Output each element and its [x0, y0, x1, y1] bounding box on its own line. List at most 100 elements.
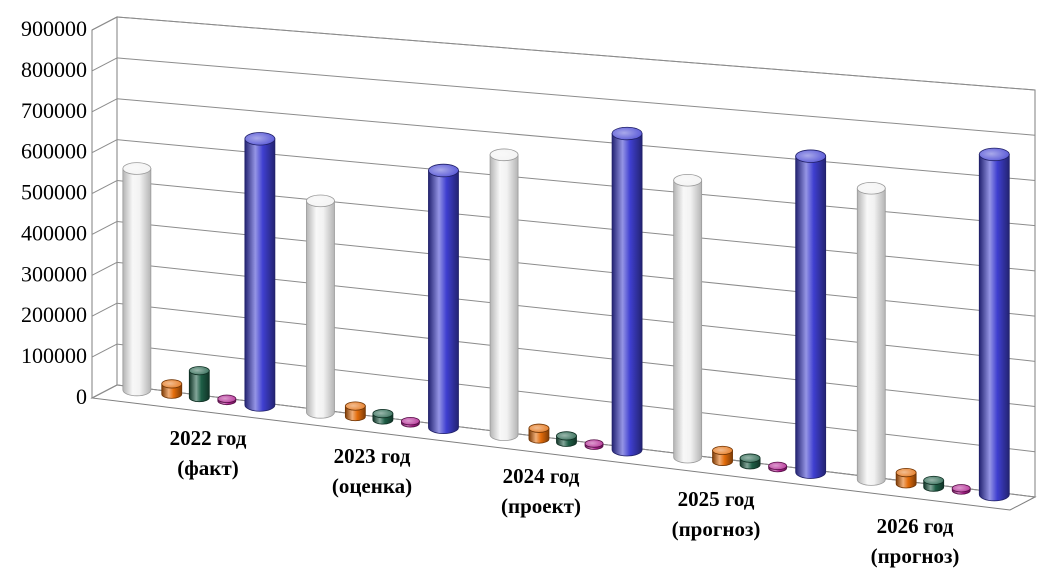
gridline: [116, 98, 1036, 181]
gridline-side: [91, 343, 118, 358]
y-tick-label: 700000: [21, 98, 87, 123]
y-tick-label: 200000: [21, 302, 87, 327]
bar: [584, 439, 604, 450]
bar-top: [489, 148, 519, 162]
x-axis-category-labels: 2022 год (факт) 2023 год (оценка) 2024 год (п…: [170, 426, 960, 568]
x-category-label: (оценка): [332, 474, 412, 498]
bar-top: [951, 484, 971, 493]
bar: [401, 416, 420, 428]
bar-body: [611, 133, 643, 457]
bar-top: [856, 181, 886, 195]
gridline-side: [91, 57, 118, 72]
bar-top: [584, 439, 604, 448]
bar: [739, 453, 761, 470]
bar-top: [428, 163, 459, 178]
bar-top: [895, 468, 917, 478]
y-tick-label: 500000: [21, 180, 87, 205]
bar: [978, 147, 1010, 502]
gridline: [116, 16, 1036, 91]
bar-top: [217, 394, 237, 403]
bar-top: [739, 453, 761, 463]
gridline: [116, 57, 1036, 136]
bar: [372, 409, 394, 425]
bar: [161, 379, 183, 399]
bar-body: [489, 154, 519, 441]
y-tick-label: 100000: [21, 343, 87, 368]
gridline-side: [91, 302, 118, 317]
x-category-label: 2024 год: [503, 464, 580, 488]
bar-top: [122, 162, 152, 175]
gridline-side: [91, 384, 118, 399]
bar-top: [372, 409, 394, 419]
bar-top: [401, 416, 420, 426]
bar-body: [856, 187, 886, 486]
bar-top: [923, 475, 945, 486]
gridline-side: [91, 180, 118, 194]
bar: [528, 423, 550, 444]
bar-body: [978, 154, 1010, 502]
gridline-side: [91, 16, 118, 31]
bar: [217, 394, 237, 406]
x-category-label: (прогноз): [672, 517, 761, 541]
x-category-label: (факт): [177, 456, 238, 480]
bar: [344, 401, 366, 422]
cylinder-bars: [122, 126, 1010, 502]
bar-top: [795, 149, 827, 163]
bar-top: [161, 379, 183, 389]
bar-top: [344, 401, 366, 411]
bar: [923, 475, 945, 492]
gridline-side: [91, 221, 118, 235]
bar: [712, 445, 733, 466]
bar: [856, 181, 886, 486]
bar-body: [428, 170, 459, 434]
x-category-label: 2025 год: [678, 487, 755, 511]
y-tick-label: 300000: [21, 261, 87, 286]
bar: [673, 173, 703, 464]
bar-body: [306, 200, 335, 419]
bar-body: [122, 168, 152, 397]
bar-body: [795, 155, 827, 479]
x-category-label: 2023 год: [334, 444, 411, 468]
bar-body: [244, 138, 276, 412]
bar: [306, 194, 335, 419]
bar-body: [673, 179, 703, 464]
y-axis-tick-labels: 900000 800000 700000 600000 500000 400000 3000…: [21, 16, 87, 409]
gridline-side: [91, 98, 118, 113]
bar-top: [978, 147, 1010, 162]
y-tick-label: 400000: [21, 220, 87, 245]
bar: [895, 468, 917, 489]
bar: [428, 163, 459, 434]
bar-top: [188, 366, 210, 376]
bar: [768, 461, 788, 473]
bar: [122, 162, 152, 397]
x-category-label: (проект): [501, 494, 581, 518]
bar-top: [768, 461, 788, 471]
side-wall: [91, 16, 118, 399]
bar: [556, 431, 577, 447]
bar: [611, 126, 643, 457]
x-category-label: 2022 год: [170, 426, 247, 450]
bar-top: [528, 423, 550, 433]
bar: [489, 148, 519, 441]
y-tick-label: 800000: [21, 57, 87, 82]
bar-top: [712, 445, 733, 456]
bar-top: [673, 173, 703, 187]
bar-body: [188, 370, 210, 403]
x-category-label: 2026 год: [877, 514, 954, 538]
x-category-label: (прогноз): [871, 544, 960, 568]
bar-top: [244, 132, 276, 146]
bar-top: [306, 194, 335, 208]
bar: [244, 132, 276, 412]
gridline-side: [91, 139, 118, 154]
y-tick-label: 600000: [21, 139, 87, 164]
bar: [795, 149, 827, 479]
y-tick-label: 900000: [21, 16, 87, 41]
bar: [188, 366, 210, 403]
y-tick-label: 0: [76, 384, 87, 409]
bar-top: [611, 126, 643, 141]
bar-top: [556, 431, 577, 441]
bar: [951, 484, 971, 495]
gridline-side: [91, 261, 118, 276]
